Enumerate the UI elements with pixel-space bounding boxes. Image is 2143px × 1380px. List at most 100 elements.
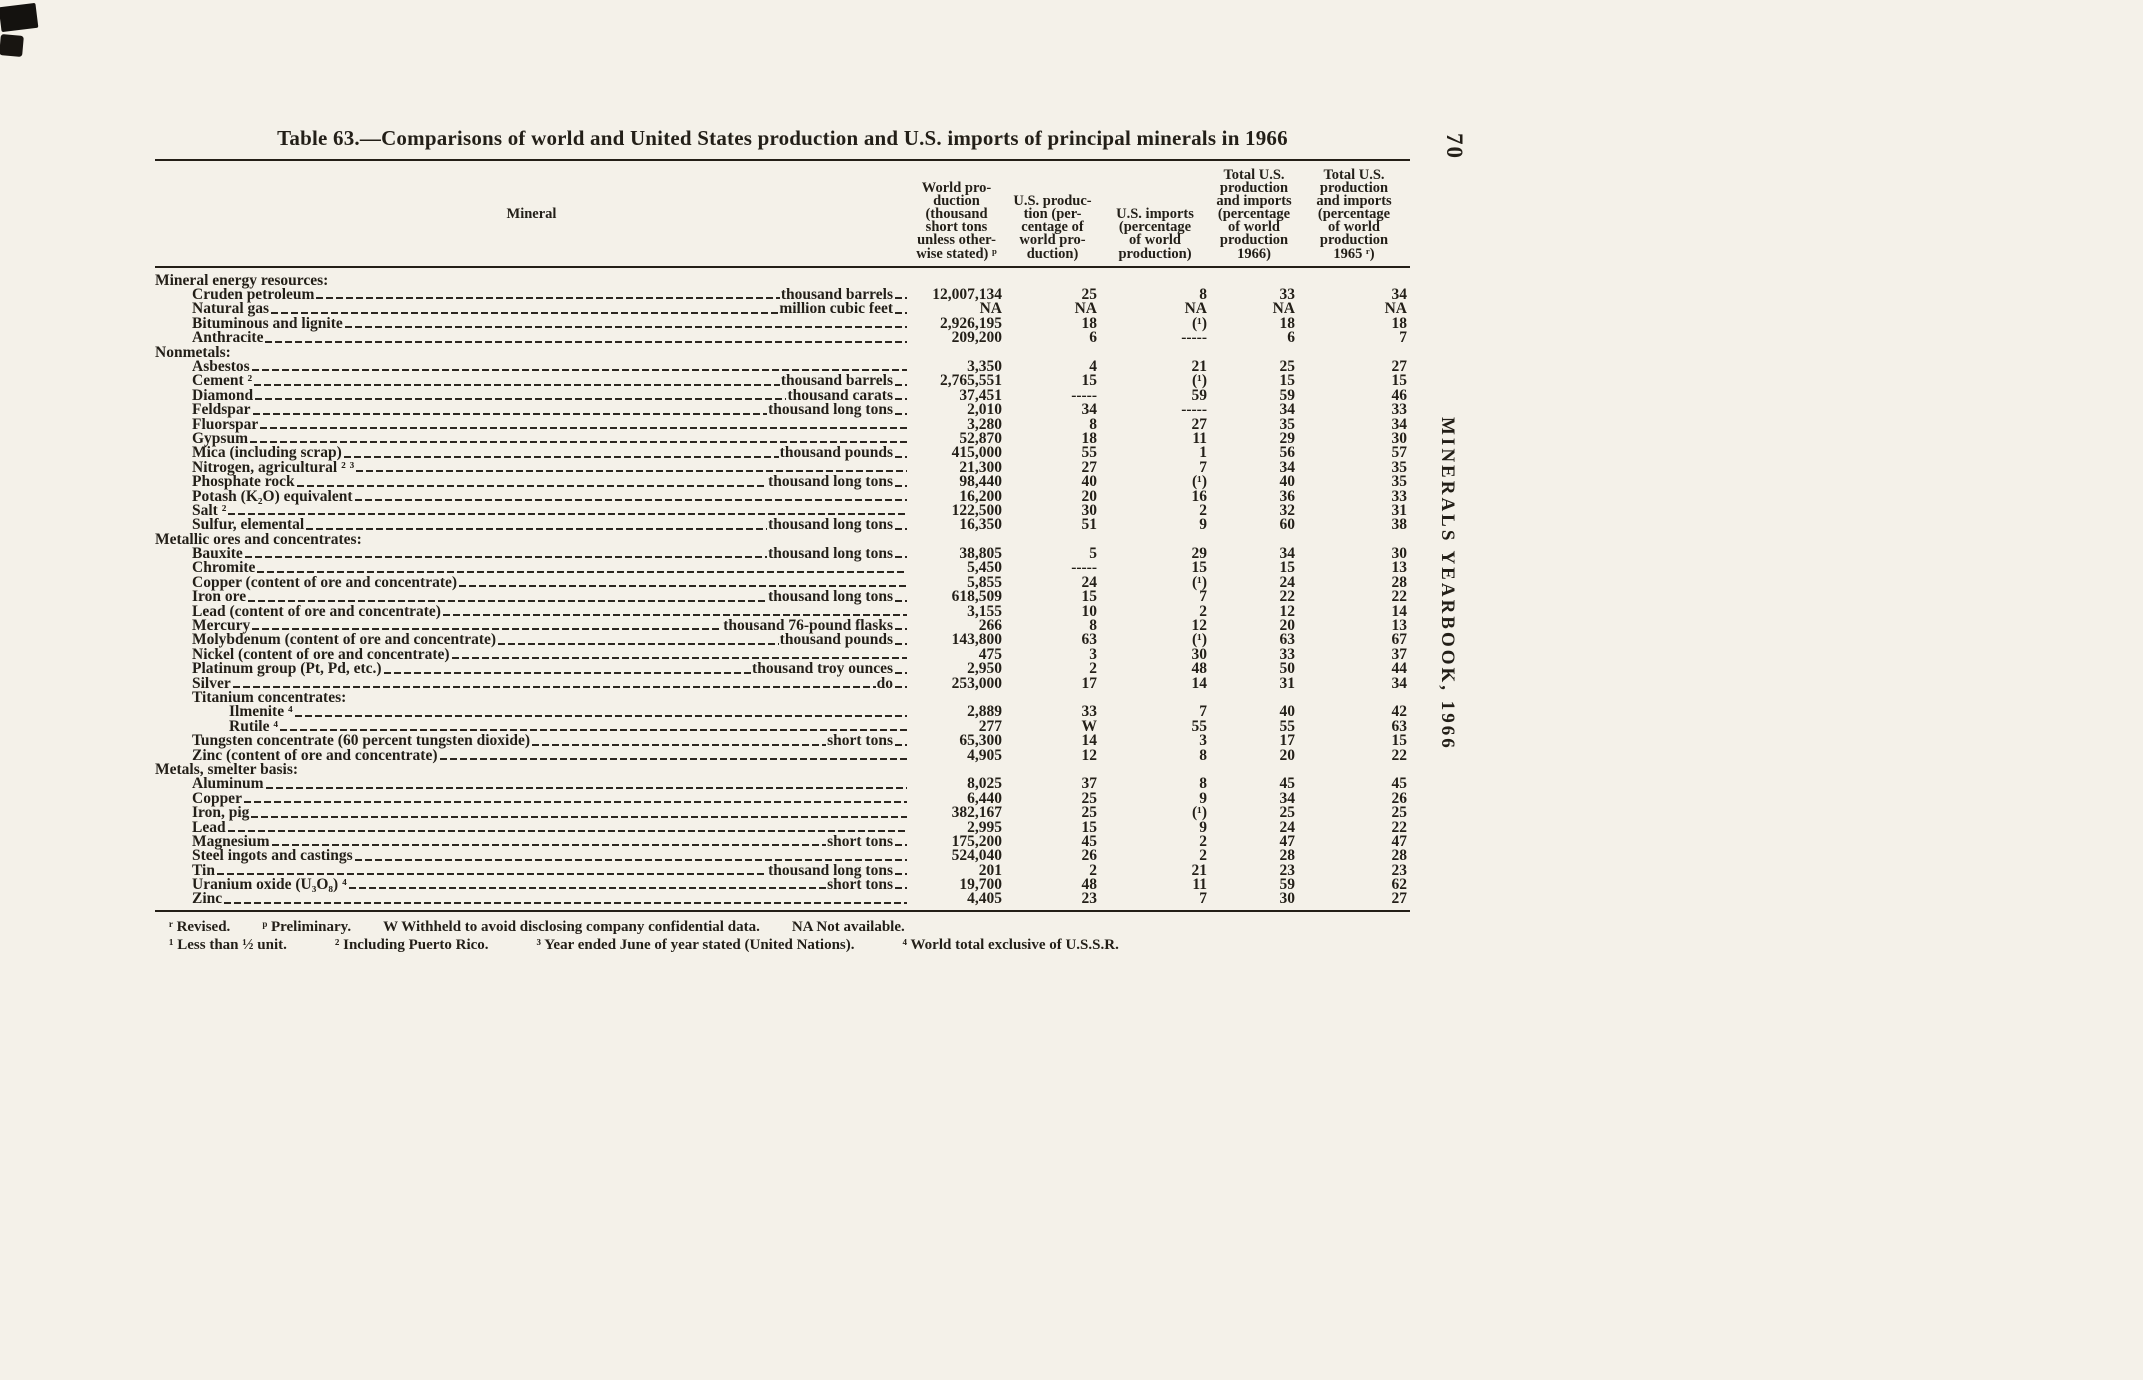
running-title-vertical: MINERALS YEARBOOK, 1966 bbox=[1437, 417, 1458, 751]
value-cell: 8 bbox=[1089, 415, 1097, 433]
value-cell: 5,450 bbox=[967, 559, 1002, 577]
value-cell: 14 bbox=[1191, 674, 1208, 692]
value-cell: 143,800 bbox=[951, 631, 1002, 649]
value-cell: 11 bbox=[1192, 876, 1207, 894]
value-cell: 59 bbox=[1279, 876, 1296, 894]
table-row: Chromite 5,450 ----- 15 15 13 bbox=[155, 559, 1410, 577]
unit-label: thousand barrels bbox=[780, 286, 893, 304]
value-cell: 5 bbox=[1089, 545, 1097, 563]
mineral-name: Steel ingots and castings bbox=[192, 847, 353, 865]
mineral-cell: Zinc (content of ore and concentrate) bbox=[155, 747, 908, 763]
value-cell: 15 bbox=[1191, 559, 1208, 577]
value-cell: 3 bbox=[1089, 645, 1097, 663]
mineral-name: Ilmenite ⁴ bbox=[229, 703, 293, 721]
value-cell: 5,855 bbox=[967, 573, 1002, 591]
section-row: Mineral energy resources: bbox=[155, 272, 1410, 288]
table-row: Phosphate rock thousand long tons 98,440 40… bbox=[155, 473, 1410, 491]
unit-label: thousand long tons bbox=[768, 516, 893, 534]
value-cell: 25 bbox=[1391, 804, 1408, 822]
mineral-cell: Molybdenum (content of ore and concentra… bbox=[155, 631, 908, 649]
value-cell: 23 bbox=[1081, 890, 1098, 908]
col-header-total-1966: Total U.S. production and imports (perce… bbox=[1216, 167, 1292, 262]
footnote-line: ¹ Less than ½ unit. ² Including Puerto Ri… bbox=[169, 936, 1410, 955]
dash-leader bbox=[354, 498, 907, 501]
footnote: ¹ Less than ½ unit. bbox=[169, 937, 287, 954]
col-header-us-imports: U.S. imports (percentage of world produc… bbox=[1116, 206, 1194, 262]
dash-leader bbox=[227, 829, 907, 832]
value-cell: 15 bbox=[1279, 559, 1296, 577]
col-header-world-production: World pro- duction (thousand short tons … bbox=[916, 180, 997, 262]
unit-tail bbox=[895, 383, 907, 386]
mineral-name: Aluminum bbox=[192, 775, 264, 793]
value-cell: 48 bbox=[1191, 660, 1208, 678]
value-cell: 50 bbox=[1279, 660, 1296, 678]
value-cell: 1 bbox=[1199, 444, 1207, 462]
mineral-cell: Nitrogen, agricultural ² ³ bbox=[155, 459, 908, 475]
value-cell: 38,805 bbox=[959, 545, 1002, 563]
mineral-name: Fluorspar bbox=[192, 415, 259, 433]
value-cell: 55 bbox=[1191, 717, 1208, 735]
value-cell: 37,451 bbox=[959, 386, 1002, 404]
unit-label: thousand long tons bbox=[768, 545, 893, 563]
value-cell: 175,200 bbox=[951, 832, 1002, 850]
value-cell: 31 bbox=[1279, 674, 1296, 692]
value-cell: 524,040 bbox=[951, 847, 1002, 865]
table-row: Uranium oxide (U₃O₈) ⁴ short tons 19,700 48… bbox=[155, 876, 1410, 894]
value-cell: 34 bbox=[1391, 674, 1408, 692]
rule-above-footnotes bbox=[155, 909, 1410, 912]
value-cell: 35 bbox=[1391, 473, 1408, 491]
mineral-cell: Tin thousand long tons bbox=[155, 862, 908, 878]
dash-leader bbox=[306, 527, 768, 530]
value-cell: 2,995 bbox=[967, 818, 1002, 836]
unit-label: thousand 76-pound flasks bbox=[723, 617, 893, 635]
mineral-cell: Zinc bbox=[155, 891, 908, 907]
mineral-name: Potash (K₂O) equivalent bbox=[192, 487, 353, 505]
value-cell: 48 bbox=[1081, 876, 1098, 894]
value-cell: 14 bbox=[1081, 732, 1098, 750]
dash-leader bbox=[251, 815, 907, 818]
mineral-cell: Steel ingots and castings bbox=[155, 847, 908, 865]
mineral-cell: Mica (including scrap) thousand pounds bbox=[155, 445, 908, 461]
unit-label: thousand barrels bbox=[780, 372, 893, 390]
mineral-cell: Nickel (content of ore and concentrate) bbox=[155, 646, 908, 662]
footnote: W Withheld to avoid disclosing company c… bbox=[383, 918, 760, 935]
value-cell: 15 bbox=[1391, 732, 1408, 750]
value-cell: 2 bbox=[1199, 602, 1207, 620]
mineral-cell: Silver do bbox=[155, 675, 908, 691]
mineral-name: Anthracite bbox=[192, 329, 264, 347]
value-cell: 25 bbox=[1279, 358, 1296, 375]
unit-tail bbox=[895, 844, 907, 847]
value-cell: 46 bbox=[1391, 386, 1408, 404]
dash-leader bbox=[316, 297, 780, 300]
value-cell: 17 bbox=[1081, 674, 1098, 692]
mineral-cell: Aluminum bbox=[155, 775, 908, 793]
dash-leader bbox=[271, 844, 827, 847]
mineral-name: Molybdenum (content of ore and concentra… bbox=[192, 631, 497, 649]
mineral-name: Iron, pig bbox=[192, 804, 250, 822]
mineral-cell: Uranium oxide (U₃O₈) ⁴ short tons bbox=[155, 877, 908, 893]
unit-label: short tons bbox=[827, 732, 893, 750]
dash-leader bbox=[296, 484, 768, 487]
value-cell: 34 bbox=[1391, 415, 1408, 433]
value-cell: 12 bbox=[1081, 746, 1098, 764]
value-cell-empty bbox=[1005, 346, 1100, 360]
value-cell: 16 bbox=[1191, 487, 1208, 505]
value-cell: 27 bbox=[1081, 458, 1098, 476]
value-cell: ----- bbox=[1181, 401, 1207, 419]
col-header-mineral: Mineral bbox=[506, 206, 557, 223]
footnotes: ʳ Revised. ᵖ Preliminary. W Withheld to av… bbox=[155, 912, 1410, 955]
value-cell: 33 bbox=[1279, 645, 1296, 663]
value-cell: 34 bbox=[1279, 789, 1296, 807]
value-cell: 20 bbox=[1081, 487, 1098, 505]
value-cell: 28 bbox=[1279, 847, 1296, 865]
value-cell: 209,200 bbox=[951, 329, 1002, 347]
value-cell: 40 bbox=[1279, 703, 1296, 721]
value-cell: 30 bbox=[1191, 645, 1208, 663]
value-cell: NA bbox=[1272, 300, 1295, 318]
mineral-name: Iron ore bbox=[192, 588, 247, 606]
dash-leader bbox=[459, 585, 907, 588]
dash-leader bbox=[348, 887, 827, 890]
value-cell: 38 bbox=[1391, 516, 1408, 534]
value-cell: 27 bbox=[1391, 358, 1408, 375]
unit-label: thousand pounds bbox=[779, 631, 893, 649]
